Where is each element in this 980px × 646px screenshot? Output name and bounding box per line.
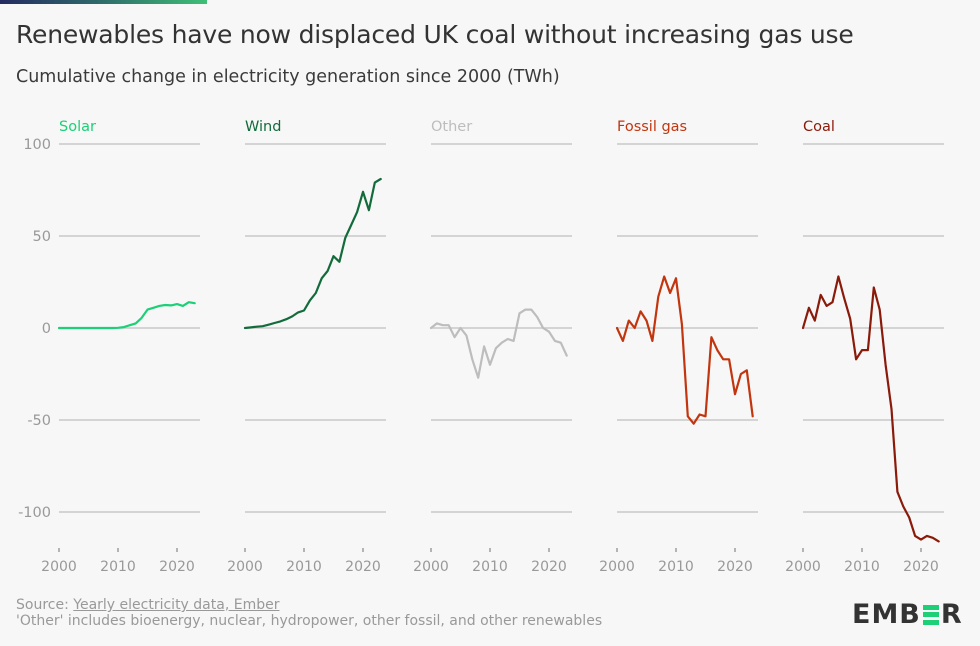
chart-title: Renewables have now displaced UK coal wi… — [16, 20, 854, 49]
series-line-wind — [243, 177, 382, 330]
y-tick-label: 50 — [33, 229, 51, 245]
panel-solar: Solar 2000 2010 2020 — [41, 119, 200, 575]
panel-coal: Coal 2000 2010 2020 — [785, 119, 944, 575]
logo-text-right: R — [940, 599, 963, 630]
series-line-coal — [801, 275, 940, 543]
logo-e-icon — [922, 604, 939, 625]
x-tick-label: 2020 — [345, 559, 381, 575]
footnote: 'Other' includes bioenergy, nuclear, hyd… — [16, 613, 603, 629]
x-tick-label: 2020 — [531, 559, 567, 575]
x-tick-label: 2020 — [159, 559, 195, 575]
small-multiples-chart: 100 50 0 -50 -100 Solar 2000 2010 2020 Wind 2000 20… — [18, 119, 944, 575]
chart-subtitle: Cumulative change in electricity generat… — [16, 67, 560, 87]
x-tick-label: 2010 — [100, 559, 136, 575]
y-tick-label: 100 — [23, 137, 51, 153]
top-accent-bar — [0, 0, 207, 4]
panel-title: Solar — [59, 119, 96, 135]
panel-other: Other 2000 2010 2020 — [413, 119, 572, 575]
source-text: Source: Yearly electricity data, Ember — [16, 597, 279, 613]
y-tick-label: -50 — [27, 413, 51, 429]
panel-wind: Wind 2000 2010 2020 — [227, 119, 386, 575]
x-tick-label: 2000 — [41, 559, 77, 575]
x-tick-label: 2000 — [599, 559, 635, 575]
x-tick-label: 2020 — [717, 559, 753, 575]
series-line-fossil-gas — [615, 275, 754, 425]
panel-title: Wind — [245, 119, 281, 135]
source-prefix: Source: — [16, 597, 74, 613]
x-tick-label: 2010 — [472, 559, 508, 575]
panel-fossil-gas: Fossil gas 2000 2010 2020 — [599, 119, 758, 575]
panel-title: Coal — [803, 119, 835, 135]
x-tick-label: 2010 — [844, 559, 880, 575]
x-tick-label: 2020 — [903, 559, 939, 575]
x-tick-label: 2010 — [658, 559, 694, 575]
y-tick-label: -100 — [18, 505, 51, 521]
source-link[interactable]: Yearly electricity data, Ember — [73, 597, 280, 613]
panel-title: Other — [431, 119, 472, 135]
logo-text-left: EMB — [852, 599, 921, 630]
ember-logo[interactable]: EMB R — [852, 599, 963, 630]
x-tick-label: 2000 — [413, 559, 449, 575]
panel-title: Fossil gas — [617, 119, 687, 135]
series-line-other — [429, 308, 568, 379]
x-tick-label: 2010 — [286, 559, 322, 575]
x-tick-label: 2000 — [785, 559, 821, 575]
y-tick-label: 0 — [42, 321, 51, 337]
series-line-solar — [57, 301, 196, 330]
x-tick-label: 2000 — [227, 559, 263, 575]
